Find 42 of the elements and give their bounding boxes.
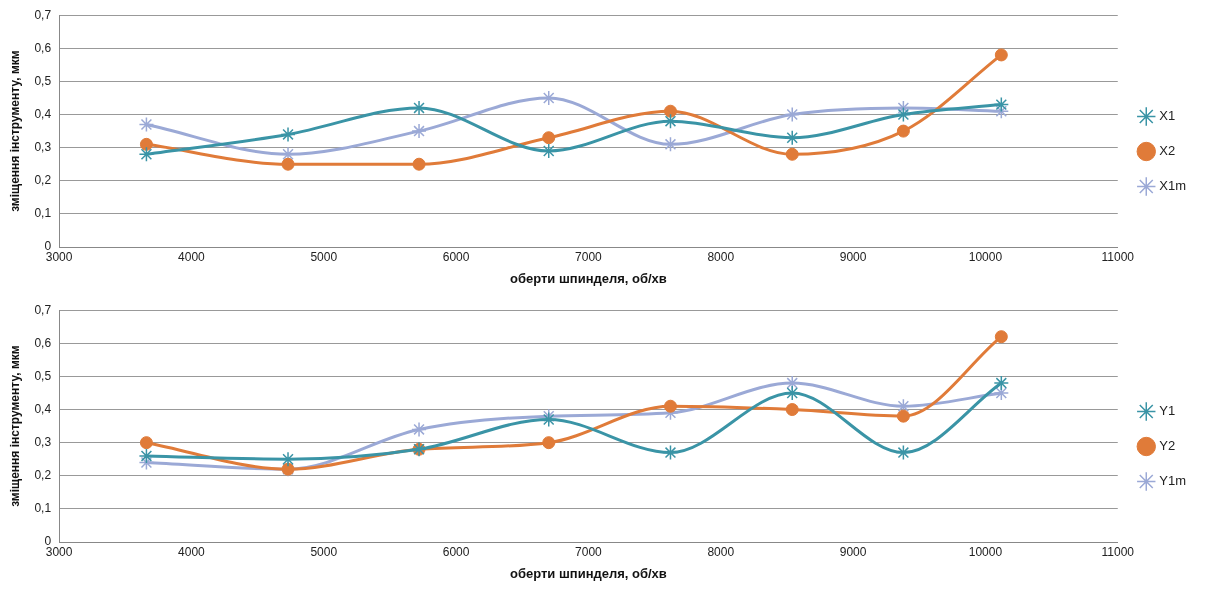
- y-tick-label: 0,6: [34, 40, 52, 55]
- x-tick-label: 3000: [45, 544, 73, 559]
- y-axis-title: зміщення інструменту, мкм: [7, 345, 22, 507]
- y-tick-label: 0,1: [34, 501, 52, 516]
- y-axis-title: зміщення інструменту, мкм: [7, 50, 22, 212]
- x-tick-label: 6000: [442, 249, 470, 264]
- x-tick-label: 11000: [1101, 544, 1135, 559]
- x-tick-label: 10000: [968, 249, 1003, 264]
- y-tick-label: 0,2: [34, 173, 52, 188]
- legend-label: Y2: [1159, 438, 1176, 454]
- x-tick-label: 7000: [575, 249, 603, 264]
- x-axis-title: оберти шпинделя, об/хв: [510, 565, 667, 581]
- y-tick-label: 0,5: [34, 73, 52, 88]
- x-tick-label: 4000: [178, 249, 206, 264]
- y-tick-label: 0,3: [34, 434, 52, 449]
- x-tick-label: 5000: [310, 249, 338, 264]
- x-tick-label: 10000: [968, 544, 1003, 559]
- y-tick-label: 0,3: [34, 139, 52, 154]
- legend-label: Y1: [1159, 403, 1176, 419]
- x-tick-label: 11000: [1101, 249, 1135, 264]
- x-tick-label: 3000: [45, 249, 73, 264]
- y-tick-label: 0,1: [34, 206, 52, 221]
- legend-label: X1: [1159, 108, 1176, 124]
- x-tick-label: 9000: [839, 249, 867, 264]
- x-tick-label: 7000: [575, 544, 603, 559]
- x-tick-label: 6000: [442, 544, 470, 559]
- y-tick-label: 0,7: [34, 7, 52, 22]
- legend-label: X1m: [1159, 178, 1186, 194]
- y-tick-label: 0,5: [34, 368, 52, 383]
- x-tick-label: 4000: [178, 544, 206, 559]
- y-tick-label: 0,6: [34, 335, 52, 350]
- y-tick-label: 0,2: [34, 468, 52, 483]
- x-tick-label: 5000: [310, 544, 338, 559]
- x-tick-label: 9000: [839, 544, 867, 559]
- legend-label: Y1m: [1159, 473, 1186, 489]
- x-axis-title: оберти шпинделя, об/хв: [510, 270, 667, 286]
- y-tick-label: 0,4: [34, 106, 52, 121]
- legend-label: X2: [1159, 143, 1176, 159]
- x-tick-label: 8000: [707, 249, 735, 264]
- y-tick-label: 0,7: [34, 302, 52, 317]
- x-tick-label: 8000: [707, 544, 735, 559]
- y-tick-label: 0,4: [34, 401, 52, 416]
